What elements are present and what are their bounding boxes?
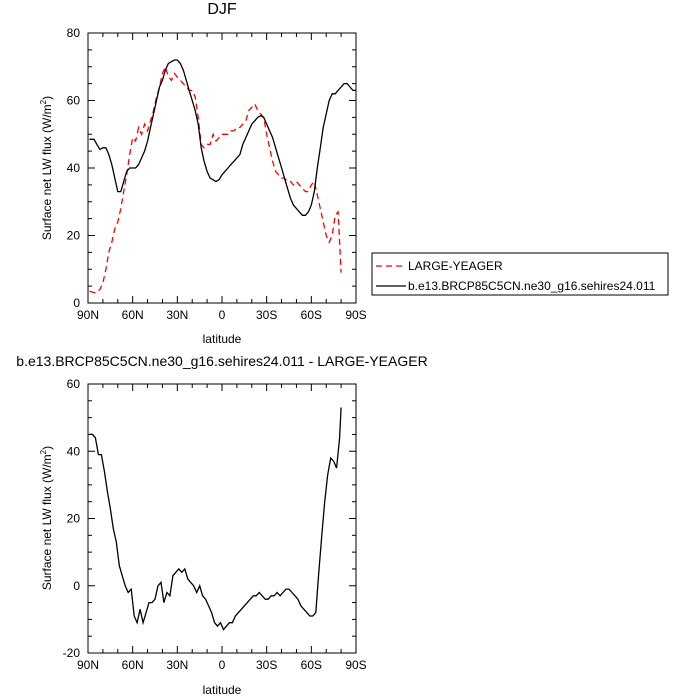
- x-tick-label: 60N: [122, 308, 144, 322]
- x-tick-label: 90N: [77, 308, 99, 322]
- legend-box: [371, 252, 669, 296]
- y-tick-label: -20: [63, 646, 81, 660]
- y-tick-label: 0: [73, 579, 80, 593]
- y-tick-labels: 0 20 40 60 80: [67, 26, 81, 310]
- x-tick-label: 30N: [166, 658, 188, 672]
- series-line-b-e13-brcp85c5cn-ne30-g16-sehires24-011: [89, 59, 356, 216]
- y-axis-label: Surface net LW flux (W/m2): [39, 446, 54, 590]
- y-tick-label: 20: [67, 229, 81, 243]
- plot-frame: [87, 32, 357, 304]
- x-tick-label: 30S: [256, 658, 277, 672]
- y-tick-label: 0: [73, 296, 80, 310]
- data-series: [89, 407, 342, 631]
- x-tick-label: 90S: [345, 308, 366, 322]
- series-line-large-yeager: [89, 64, 342, 294]
- x-axis-label: latitude: [203, 683, 242, 697]
- x-tick-labels: 90N 60N 30N 0 30S 60S 90S: [77, 308, 367, 322]
- chart-title: b.e13.BRCP85C5CN.ne30_g16.sehires24.011 …: [16, 353, 427, 369]
- x-tick-label: 90N: [77, 658, 99, 672]
- y-tick-label: 60: [67, 377, 81, 391]
- series-line-difference: [89, 407, 342, 631]
- top-panel: DJF 0 20 40 60 80 90N 60N 30N 0 30S 60S 90S latitu…: [39, 1, 367, 346]
- y-tick-label: 60: [67, 94, 81, 108]
- y-tick-labels: -20 0 20 40 60: [63, 377, 81, 660]
- x-tick-label: 30S: [256, 308, 277, 322]
- x-axis-label: latitude: [203, 332, 242, 346]
- x-tick-label: 60S: [301, 658, 322, 672]
- y-axis-label: Surface net LW flux (W/m2): [39, 96, 54, 240]
- chart-title: DJF: [207, 1, 237, 18]
- x-tick-label: 90S: [345, 658, 366, 672]
- legend: LARGE-YEAGER b.e13.BRCP85C5CN.ne30_g16.s…: [371, 252, 669, 296]
- legend-label-model: b.e13.BRCP85C5CN.ne30_g16.sehires24.011: [408, 279, 656, 293]
- x-tick-label: 0: [219, 658, 226, 672]
- tick-marks: [87, 383, 357, 654]
- legend-label-large-yeager: LARGE-YEAGER: [408, 259, 503, 273]
- tick-marks: [87, 32, 357, 304]
- data-series: [89, 59, 356, 294]
- x-tick-label: 60S: [301, 308, 322, 322]
- y-tick-label: 20: [67, 512, 81, 526]
- x-tick-label: 30N: [166, 308, 188, 322]
- y-tick-label: 80: [67, 26, 81, 40]
- x-tick-label: 0: [219, 308, 226, 322]
- y-tick-label: 40: [67, 444, 81, 458]
- x-tick-label: 60N: [122, 658, 144, 672]
- bottom-panel: b.e13.BRCP85C5CN.ne30_g16.sehires24.011 …: [16, 353, 427, 697]
- x-tick-labels: 90N 60N 30N 0 30S 60S 90S: [77, 658, 367, 672]
- y-tick-label: 40: [67, 161, 81, 175]
